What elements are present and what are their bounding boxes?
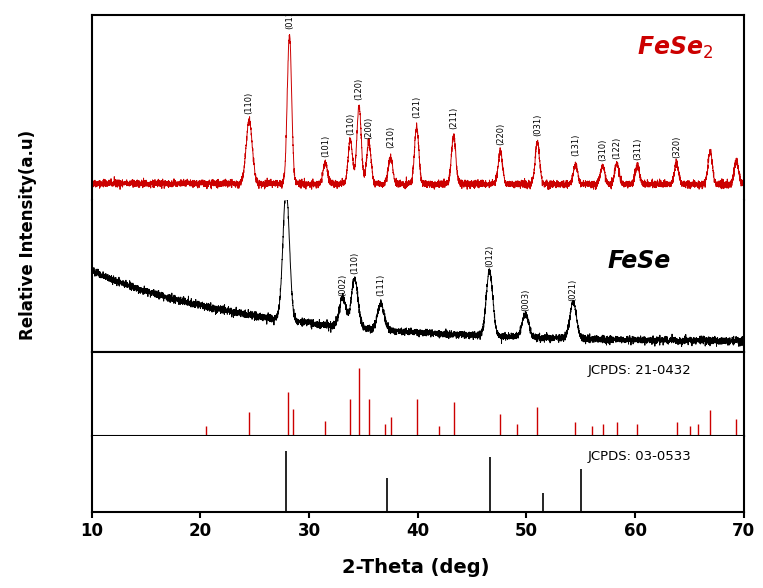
Text: (101): (101) bbox=[320, 135, 330, 157]
Text: (031): (031) bbox=[533, 113, 542, 136]
Text: (002): (002) bbox=[338, 273, 347, 296]
Text: (131): (131) bbox=[571, 133, 580, 156]
Text: (111): (111) bbox=[376, 273, 385, 296]
Text: (211): (211) bbox=[449, 106, 458, 129]
Text: (021): (021) bbox=[568, 278, 578, 300]
Text: FeSe: FeSe bbox=[608, 249, 671, 273]
Text: 2-Theta (deg): 2-Theta (deg) bbox=[342, 558, 490, 577]
Text: FeSe$_2$: FeSe$_2$ bbox=[637, 35, 713, 61]
Text: (311): (311) bbox=[633, 137, 642, 159]
Text: JCPDS: 03-0533: JCPDS: 03-0533 bbox=[588, 450, 691, 463]
Text: (003): (003) bbox=[521, 289, 530, 312]
Text: (012): (012) bbox=[485, 245, 494, 267]
Text: (011): (011) bbox=[285, 6, 294, 29]
Text: (220): (220) bbox=[496, 123, 505, 145]
Text: (320): (320) bbox=[672, 136, 681, 158]
Text: (200): (200) bbox=[364, 116, 373, 139]
Text: JCPDS: 21-0432: JCPDS: 21-0432 bbox=[588, 363, 691, 376]
Text: (121): (121) bbox=[412, 96, 421, 119]
Text: (210): (210) bbox=[386, 126, 395, 148]
Text: (110): (110) bbox=[245, 92, 254, 115]
Text: (122): (122) bbox=[612, 137, 621, 159]
Text: (110): (110) bbox=[346, 112, 355, 135]
Text: (110): (110) bbox=[350, 252, 359, 274]
Text: (120): (120) bbox=[355, 78, 363, 100]
Text: (011): (011) bbox=[282, 164, 291, 186]
Text: Relative Intensity(a.u): Relative Intensity(a.u) bbox=[19, 130, 37, 340]
Text: (310): (310) bbox=[598, 139, 607, 161]
